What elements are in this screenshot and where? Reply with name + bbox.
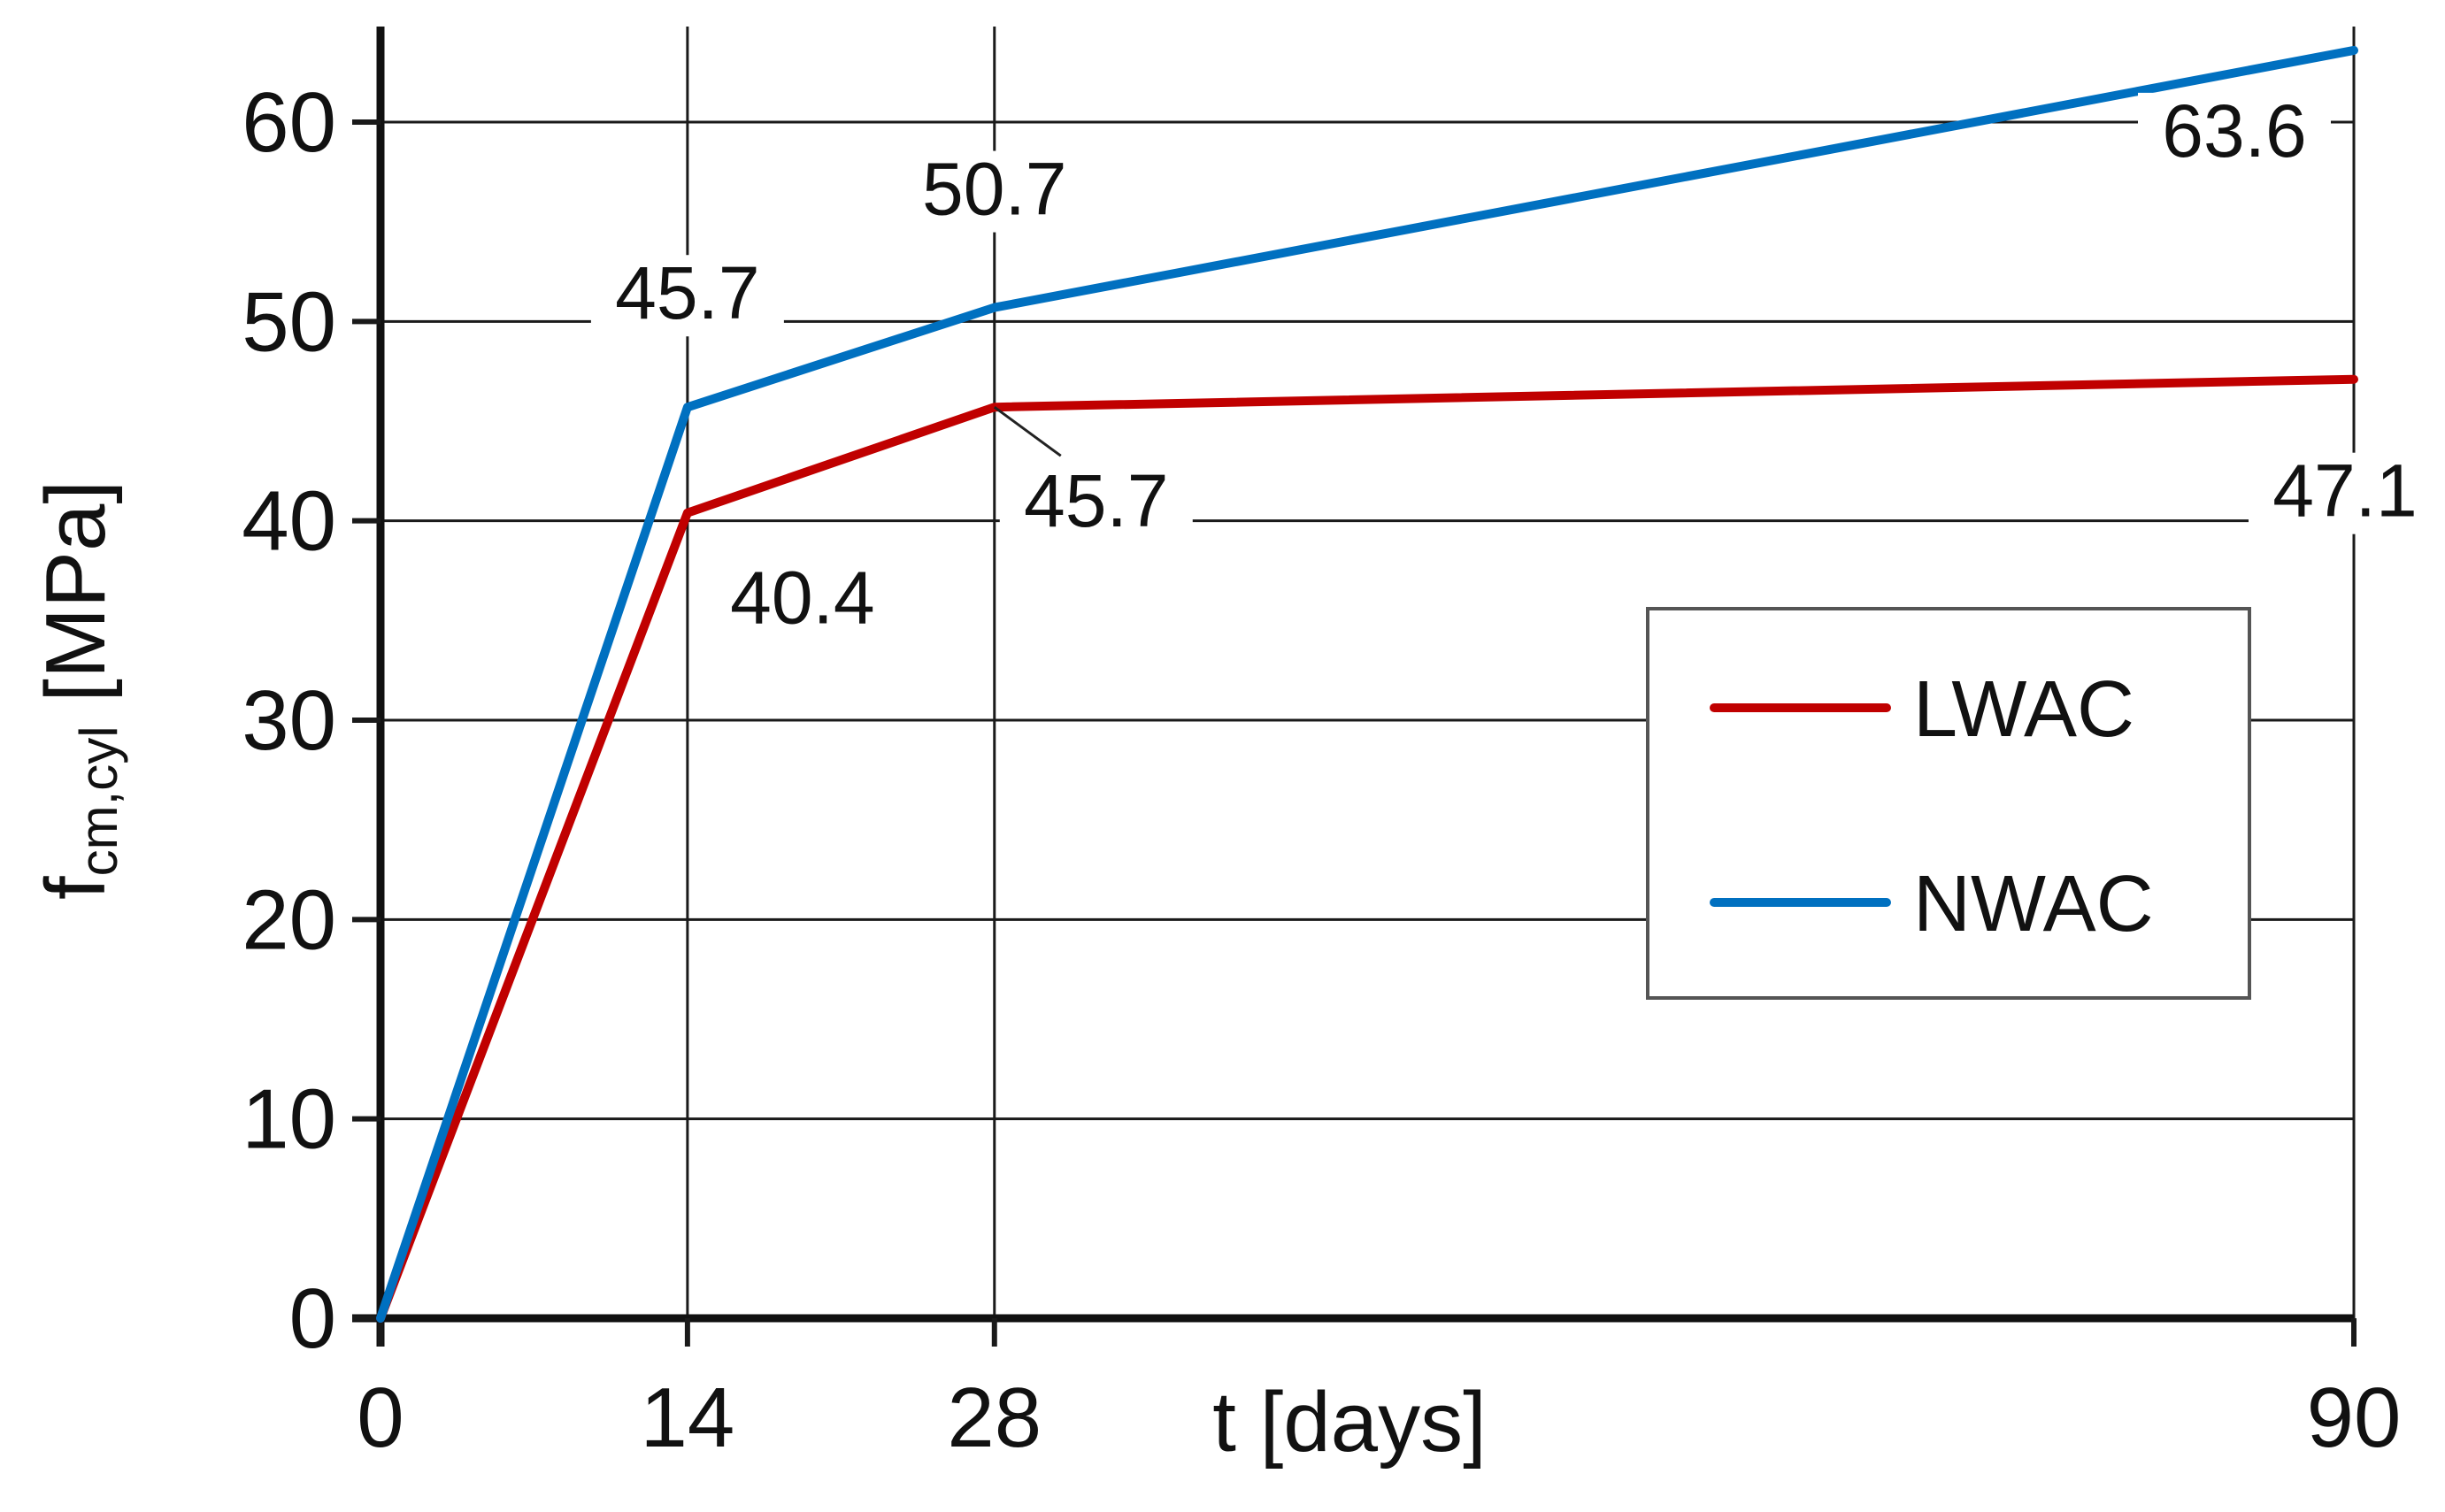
y-tick-label: 10 bbox=[242, 1072, 336, 1167]
data-label-background bbox=[897, 150, 1091, 233]
data-label-lwac: 45.7 bbox=[1024, 459, 1169, 542]
y-tick-label: 20 bbox=[242, 872, 336, 967]
data-label-nwac: 45.7 bbox=[615, 251, 760, 334]
legend-box bbox=[1646, 607, 2251, 1000]
y-axis-title: fcm,cyl [MPa] bbox=[28, 480, 128, 900]
y-axis-title-subscript: cm,cyl bbox=[69, 725, 128, 876]
legend: LWAC NWAC bbox=[1646, 607, 2251, 1000]
ticks: 0 10 20 30 40 50 60 0 14 28 90 bbox=[242, 75, 2401, 1465]
y-tick-label: 50 bbox=[242, 274, 336, 369]
x-tick-label: 0 bbox=[357, 1370, 404, 1465]
data-label-lwac: 40.4 bbox=[730, 556, 875, 640]
legend-label-nwac: NWAC bbox=[1913, 860, 2154, 948]
y-tick-label: 60 bbox=[242, 75, 336, 170]
series-line-nwac bbox=[376, 45, 2358, 1323]
series-lines bbox=[376, 45, 2358, 1323]
x-axis-title: t [days] bbox=[1212, 1375, 1486, 1470]
data-label-nwac: 63.6 bbox=[2162, 89, 2307, 173]
data-label-background bbox=[2249, 452, 2441, 534]
grid-lines bbox=[381, 27, 2356, 1318]
data-label-background bbox=[590, 255, 784, 337]
y-axis-title-main: f bbox=[28, 876, 123, 900]
x-tick-label: 28 bbox=[947, 1370, 1042, 1465]
data-label-lwac: 47.1 bbox=[2272, 449, 2418, 533]
data-label-background bbox=[2138, 92, 2331, 174]
data-label-leader bbox=[993, 406, 1062, 457]
y-axis-title-unit: [MPa] bbox=[28, 480, 123, 725]
x-tick-label: 90 bbox=[2307, 1370, 2402, 1465]
legend-label-lwac: LWAC bbox=[1913, 665, 2134, 754]
data-label-background bbox=[999, 463, 1193, 545]
data-label-nwac: 50.7 bbox=[922, 148, 1067, 231]
y-tick-label: 40 bbox=[242, 474, 336, 569]
series-line-lwac bbox=[376, 374, 2358, 1323]
data-labels: 40.4 45.7 47.1 45.7 50.7 63.6 bbox=[590, 89, 2441, 641]
y-tick-label: 30 bbox=[242, 673, 336, 768]
x-tick-label: 14 bbox=[640, 1370, 734, 1465]
data-label-background bbox=[705, 559, 899, 641]
y-tick-label: 0 bbox=[289, 1271, 336, 1366]
